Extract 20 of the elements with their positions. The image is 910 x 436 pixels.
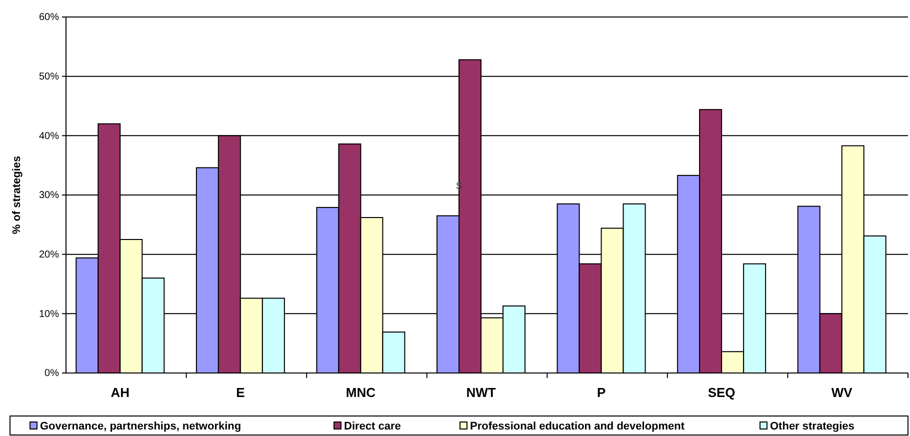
y-tick-label: 0% — [44, 368, 60, 380]
y-tick-label: 50% — [38, 72, 60, 83]
y-tick-label: 60% — [38, 12, 60, 24]
y-tick-label: 20% — [38, 250, 60, 261]
legend-label: Professional education and development — [470, 420, 685, 432]
x-tick-label: SEQ — [708, 385, 736, 400]
x-tick-label: MNC — [346, 385, 376, 400]
legend-label: Other strategies — [770, 420, 854, 432]
legend-label: Governance, partnerships, networking — [40, 420, 242, 432]
x-tick-label: WV — [831, 385, 853, 400]
x-tick-label: E — [236, 385, 246, 400]
y-tick-label: 30% — [38, 190, 60, 202]
x-tick-label: P — [596, 385, 606, 400]
y-axis-title: % of strategies — [11, 156, 23, 234]
y-tick-label: 10% — [38, 308, 60, 320]
x-tick-label: NWT — [466, 385, 496, 400]
y-tick-label: 40% — [38, 130, 60, 142]
x-tick-label: AH — [110, 385, 130, 400]
annotation: $ — [456, 181, 462, 192]
legend-label: Direct care — [344, 420, 401, 432]
